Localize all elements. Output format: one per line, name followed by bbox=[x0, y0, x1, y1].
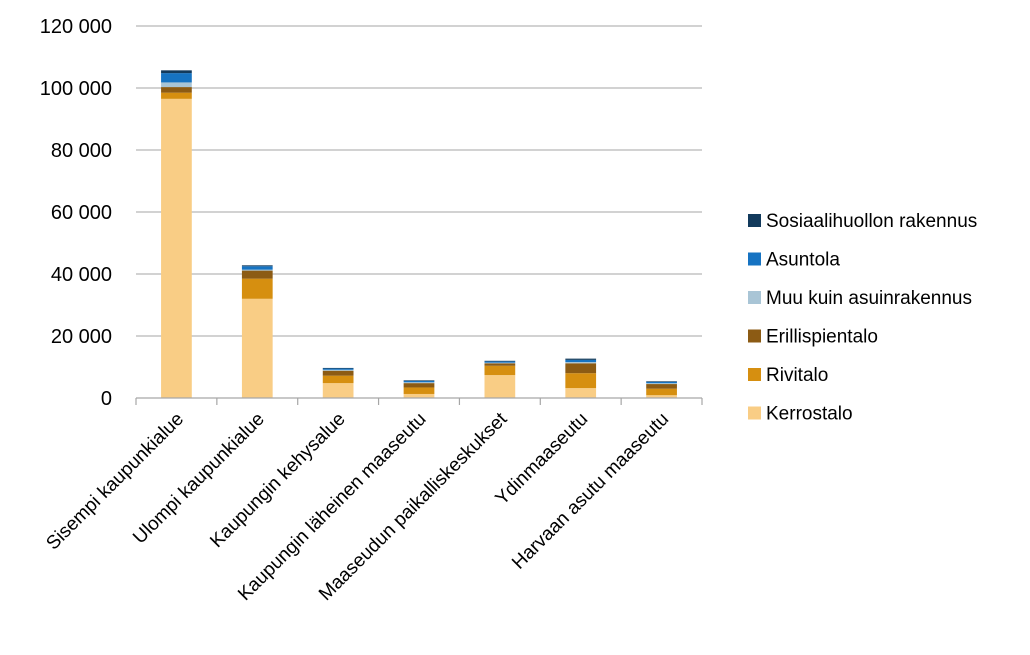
bar-segment bbox=[565, 359, 597, 363]
bar-segment bbox=[403, 383, 435, 388]
bar-segment bbox=[484, 362, 516, 364]
x-category-label: Sisempi kaupunkialue bbox=[42, 409, 188, 555]
bar-segment bbox=[403, 382, 435, 384]
bar-segment bbox=[646, 388, 677, 396]
bar-segment bbox=[241, 266, 273, 270]
legend-swatch bbox=[748, 291, 761, 304]
bar-segment bbox=[241, 265, 273, 267]
bar-segment bbox=[646, 381, 677, 384]
bar-segment bbox=[646, 384, 677, 389]
legend-label: Asuntola bbox=[766, 250, 840, 271]
bar-segment bbox=[565, 362, 597, 364]
y-tick-label: 80 000 bbox=[51, 140, 112, 162]
bar-segment bbox=[565, 358, 597, 360]
bar-segment bbox=[403, 380, 435, 383]
bar-segment bbox=[161, 82, 192, 88]
legend-label: Muu kuin asuinrakennus bbox=[766, 288, 972, 309]
legend-item: Sosiaalihuollon rakennus bbox=[748, 211, 977, 232]
legend-label: Kerrostalo bbox=[766, 404, 853, 425]
y-tick-label: 0 bbox=[101, 388, 112, 410]
legend-swatch bbox=[748, 329, 761, 343]
legend-item: Kerrostalo bbox=[748, 404, 853, 425]
bar-segment bbox=[484, 375, 516, 398]
bar-segment bbox=[161, 92, 192, 99]
bar-segment bbox=[241, 269, 273, 271]
bar-segment bbox=[241, 298, 273, 398]
bar-segment bbox=[403, 387, 435, 394]
bar-segment bbox=[565, 388, 597, 398]
legend-item: Asuntola bbox=[748, 250, 840, 271]
legend-label: Erillispientalo bbox=[766, 327, 878, 348]
x-category-label: Ulompi kaupunkialue bbox=[129, 409, 269, 549]
bar-segment bbox=[484, 365, 516, 376]
legend-item: Erillispientalo bbox=[748, 327, 878, 348]
bar-segment bbox=[646, 395, 677, 398]
legend-swatch bbox=[748, 252, 761, 266]
legend-swatch bbox=[748, 406, 761, 420]
bar-segment bbox=[322, 383, 354, 398]
bar-segment bbox=[565, 373, 597, 389]
x-category-label: Harvaan asutu maaseutu bbox=[508, 409, 673, 574]
y-axis-tick-labels: 0 20 000 40 000 60 000 80 000 100 000 120 000 bbox=[40, 16, 112, 410]
gridlines bbox=[136, 25, 702, 337]
bar-segment bbox=[484, 360, 516, 362]
bar-segment bbox=[484, 361, 516, 363]
bar-segment bbox=[322, 375, 354, 384]
bar-segment bbox=[161, 73, 192, 83]
bar-segment bbox=[646, 381, 677, 382]
bar-segment bbox=[322, 367, 354, 369]
bar-segment bbox=[403, 380, 435, 381]
legend-label: Sosiaalihuollon rakennus bbox=[766, 211, 977, 232]
legend-label: Rivitalo bbox=[766, 365, 828, 386]
bar-segment bbox=[161, 87, 192, 93]
y-tick-label: 40 000 bbox=[51, 264, 112, 286]
x-axis bbox=[135, 397, 703, 405]
bar-segment bbox=[161, 98, 192, 398]
bars bbox=[161, 70, 677, 398]
legend: Sosiaalihuollon rakennus Asuntola Muu kuin… bbox=[748, 211, 977, 425]
x-category-label: Kaupungin kehysalue bbox=[206, 409, 349, 552]
legend-swatch bbox=[748, 368, 761, 381]
y-tick-label: 120 000 bbox=[40, 16, 112, 38]
bar-segment bbox=[322, 368, 354, 370]
legend-item: Muu kuin asuinrakennus bbox=[748, 288, 972, 309]
bar-segment bbox=[161, 70, 192, 74]
legend-swatch bbox=[748, 214, 761, 227]
bar-segment bbox=[322, 370, 354, 376]
bar-segment bbox=[241, 270, 273, 279]
bar-segment bbox=[484, 363, 516, 366]
y-tick-label: 60 000 bbox=[51, 202, 112, 224]
bar-segment bbox=[565, 363, 597, 374]
bar-segment bbox=[403, 393, 435, 398]
y-tick-label: 20 000 bbox=[51, 326, 112, 348]
bar-segment bbox=[646, 383, 677, 385]
legend-item: Rivitalo bbox=[748, 365, 828, 386]
bar-segment bbox=[241, 278, 273, 299]
bar-segment bbox=[322, 369, 354, 371]
y-tick-label: 100 000 bbox=[40, 78, 112, 100]
